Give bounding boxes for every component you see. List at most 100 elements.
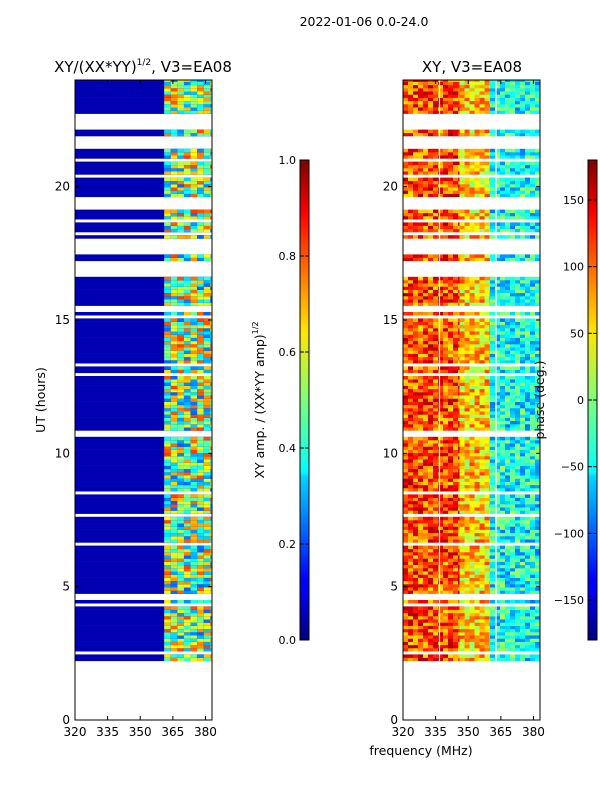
phase-cell xyxy=(530,638,535,642)
amp-cell xyxy=(164,440,171,444)
amp-cell xyxy=(171,290,178,294)
phase-cell xyxy=(465,494,470,498)
amp-cell xyxy=(191,178,198,182)
phase-cell xyxy=(423,654,428,658)
phase-cell xyxy=(540,187,545,191)
phase-cell xyxy=(520,504,525,508)
phase-cell xyxy=(515,504,520,508)
phase-cell xyxy=(448,181,453,185)
phase-cell xyxy=(540,341,545,345)
phase-cell xyxy=(423,171,428,175)
phase-cell xyxy=(428,427,433,431)
phase-cell xyxy=(413,341,418,345)
phase-cell xyxy=(438,654,443,658)
phase-cell xyxy=(418,638,423,642)
phase-cell xyxy=(540,290,545,294)
amp-cell xyxy=(177,379,184,383)
amp-cell xyxy=(184,648,191,652)
phase-cell xyxy=(448,437,453,441)
phase-cell xyxy=(403,565,408,569)
phase-cell xyxy=(428,552,433,556)
phase-cell xyxy=(448,462,453,466)
phase-cell xyxy=(403,466,408,470)
phase-cell xyxy=(540,549,545,553)
phase-cell xyxy=(515,408,520,412)
phase-cell xyxy=(515,533,520,537)
amp-cell xyxy=(177,88,184,92)
amp-cell xyxy=(171,533,178,537)
amp-cell xyxy=(197,194,204,198)
amp-cell xyxy=(204,485,211,489)
phase-cell xyxy=(475,587,480,591)
phase-cell xyxy=(413,523,418,527)
amp-cell xyxy=(197,472,204,476)
amp-cell xyxy=(204,418,211,422)
amp-cell xyxy=(191,331,198,335)
phase-cell xyxy=(540,501,545,505)
amp-cell xyxy=(177,286,184,290)
phase-cell xyxy=(448,405,453,409)
phase-cell xyxy=(433,552,438,556)
amp-cell xyxy=(197,229,204,233)
phase-cell xyxy=(475,341,480,345)
phase-cell xyxy=(428,376,433,380)
phase-cell xyxy=(465,619,470,623)
phase-cell xyxy=(540,590,545,594)
phase-cell xyxy=(465,459,470,463)
phase-cell xyxy=(438,619,443,623)
phase-cell xyxy=(490,283,495,287)
phase-cell xyxy=(490,517,495,521)
amp-cell xyxy=(177,498,184,502)
phase-cell xyxy=(480,584,485,588)
phase-cell xyxy=(525,213,530,217)
phase-cell xyxy=(438,648,443,652)
phase-cell xyxy=(443,507,448,511)
phase-cell xyxy=(520,648,525,652)
amp-cell xyxy=(210,328,217,332)
amp-cell xyxy=(197,91,204,95)
phase-cell xyxy=(540,328,545,332)
phase-cell xyxy=(510,488,515,492)
phase-cell xyxy=(500,379,505,383)
phase-cell xyxy=(428,283,433,287)
phase-cell xyxy=(525,181,530,185)
phase-cell xyxy=(438,382,443,386)
amp-cell xyxy=(171,546,178,550)
amp-cell xyxy=(164,370,171,374)
amp-cell xyxy=(171,133,178,137)
phase-cell xyxy=(515,440,520,444)
phase-cell xyxy=(540,574,545,578)
phase-cell xyxy=(403,405,408,409)
amp-cell xyxy=(210,610,217,614)
phase-cell xyxy=(418,619,423,623)
amp-cell xyxy=(191,392,198,396)
amp-cell xyxy=(177,558,184,562)
amp-cell xyxy=(164,296,171,300)
phase-cell xyxy=(500,629,505,633)
phase-cell xyxy=(460,325,465,329)
phase-cell xyxy=(423,606,428,610)
phase-cell xyxy=(453,408,458,412)
panel1-title-prefix: XY/(XX*YY) xyxy=(54,58,137,76)
phase-cell xyxy=(470,517,475,521)
amp-cell xyxy=(184,546,191,550)
phase-cell xyxy=(540,622,545,626)
phase-cell xyxy=(408,558,413,562)
phase-cell xyxy=(540,533,545,537)
phase-cell xyxy=(443,386,448,390)
phase-cell xyxy=(540,178,545,182)
phase-cell xyxy=(413,318,418,322)
amp-cell xyxy=(191,590,198,594)
phase-cell xyxy=(520,408,525,412)
phase-cell xyxy=(428,408,433,412)
phase-cell xyxy=(443,302,448,306)
phase-cell xyxy=(510,629,515,633)
phase-cell xyxy=(530,344,535,348)
phase-cell xyxy=(443,331,448,335)
phase-cell xyxy=(443,210,448,214)
phase-cell xyxy=(510,181,515,185)
phase-cell xyxy=(460,584,465,588)
phase-cell xyxy=(515,530,520,534)
phase-cell xyxy=(428,338,433,342)
phase-cell xyxy=(460,354,465,358)
